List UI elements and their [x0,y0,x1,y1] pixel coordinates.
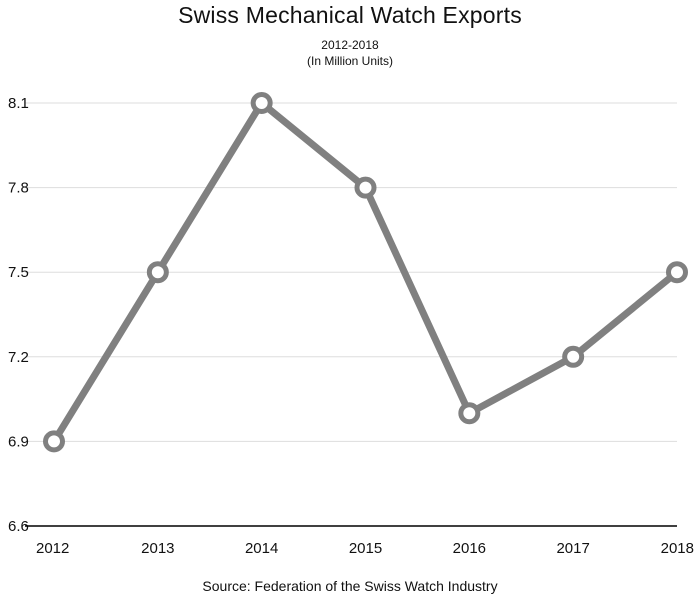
chart-subtitle: 2012-2018 (In Million Units) [0,37,700,69]
data-point [354,176,377,199]
x-tick-label: 2014 [245,540,278,557]
source-note: Source: Federation of the Swiss Watch In… [202,578,498,594]
chart-title: Swiss Mechanical Watch Exports [178,2,522,28]
x-tick-label: 2016 [453,540,486,557]
series-layer [43,92,688,453]
x-tick-label: 2013 [141,540,174,557]
x-tick-label: 2018 [661,540,694,557]
data-point [666,261,688,284]
y-tick-label: 6.6 [8,518,29,535]
x-tick-label: 2015 [349,540,382,557]
subtitle-line-years: 2012-2018 [321,38,379,52]
y-axis-labels: 6.6 6.9 7.2 7.5 7.8 8.1 [8,95,29,535]
x-tick-label: 2012 [36,540,69,557]
subtitle-line-units: (In Million Units) [306,54,393,68]
data-point [562,345,585,368]
data-point [250,92,273,114]
data-point [458,402,481,425]
y-tick-label: 7.5 [8,264,29,281]
x-tick-label: 2017 [556,540,589,557]
data-point [146,261,169,284]
y-tick-label: 6.9 [8,433,29,450]
data-point [43,430,65,453]
y-tick-label: 7.2 [8,349,29,366]
y-tick-label: 8.1 [8,95,29,112]
y-tick-label: 7.8 [8,180,29,197]
gridlines [25,102,677,442]
x-axis-labels: 2012 2013 2014 2015 2016 2017 2018 [36,540,694,557]
